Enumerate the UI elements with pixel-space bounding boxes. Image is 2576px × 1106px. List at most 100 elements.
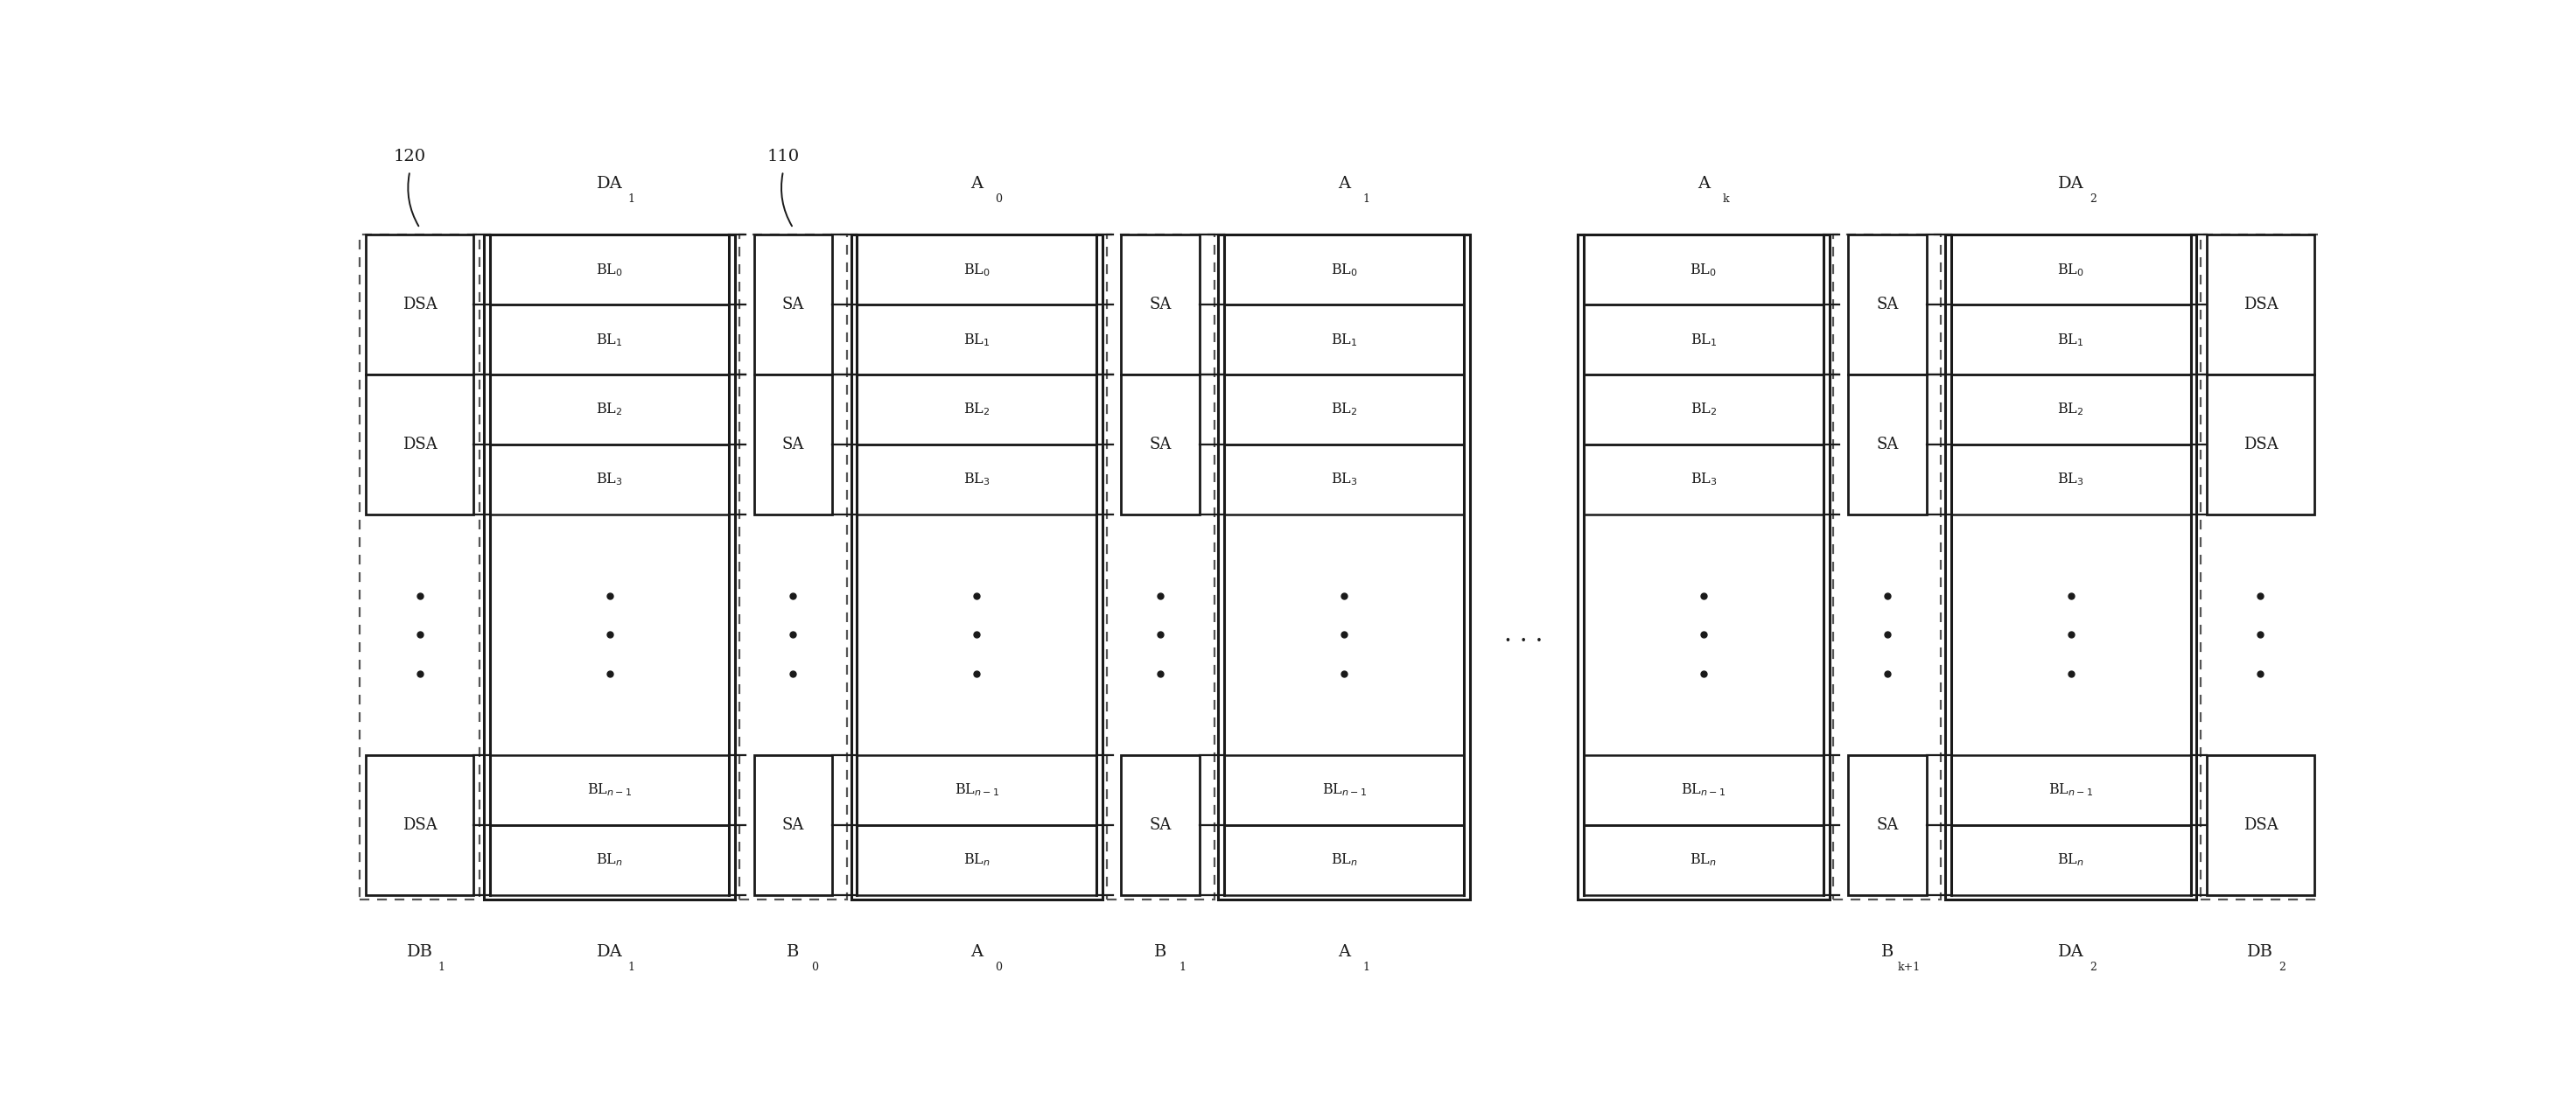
Text: DB: DB — [2246, 945, 2275, 960]
Text: A: A — [971, 176, 984, 191]
Text: BL$_n$: BL$_n$ — [1690, 852, 1718, 868]
Text: 110: 110 — [768, 148, 799, 164]
Text: SA: SA — [783, 817, 804, 833]
Bar — [1847, 755, 1927, 895]
Text: SA: SA — [1875, 437, 1899, 452]
Text: BL$_{n-1}$: BL$_{n-1}$ — [1321, 782, 1368, 799]
Text: B: B — [786, 945, 799, 960]
Text: BL$_1$: BL$_1$ — [2058, 332, 2084, 348]
Bar — [1847, 375, 1927, 514]
Bar — [1577, 234, 1829, 899]
Text: DSA: DSA — [2244, 296, 2277, 313]
Text: BL$_{n-1}$: BL$_{n-1}$ — [2048, 782, 2094, 799]
Bar — [1945, 234, 2197, 899]
Text: 2: 2 — [2089, 961, 2097, 973]
Text: DB: DB — [407, 945, 433, 960]
Text: 1: 1 — [1363, 961, 1370, 973]
Text: DA: DA — [2058, 945, 2084, 960]
Bar — [755, 234, 832, 375]
Text: B: B — [1880, 945, 1893, 960]
Text: BL$_1$: BL$_1$ — [1332, 332, 1358, 348]
Text: BL$_2$: BL$_2$ — [963, 401, 989, 418]
Text: DA: DA — [598, 945, 623, 960]
Bar — [366, 375, 474, 514]
Text: BL$_n$: BL$_n$ — [595, 852, 623, 868]
Text: DA: DA — [2058, 176, 2084, 191]
Text: SA: SA — [1149, 817, 1172, 833]
Bar — [850, 234, 1103, 899]
Text: A: A — [971, 945, 984, 960]
Bar — [1121, 234, 1200, 375]
Text: BL$_3$: BL$_3$ — [963, 471, 989, 488]
Text: BL$_3$: BL$_3$ — [595, 471, 623, 488]
Text: A: A — [1698, 176, 1710, 191]
Text: k+1: k+1 — [1899, 961, 1922, 973]
Text: BL$_3$: BL$_3$ — [1690, 471, 1718, 488]
Bar — [1847, 234, 1927, 375]
Text: BL$_2$: BL$_2$ — [1690, 401, 1716, 418]
Bar — [1108, 234, 1213, 899]
Text: 1: 1 — [438, 961, 446, 973]
Text: BL$_1$: BL$_1$ — [1690, 332, 1716, 348]
Text: DSA: DSA — [402, 817, 438, 833]
Bar — [739, 234, 848, 899]
Text: 2: 2 — [2089, 194, 2097, 205]
Text: SA: SA — [1149, 437, 1172, 452]
Text: BL$_2$: BL$_2$ — [1332, 401, 1358, 418]
Text: 0: 0 — [811, 961, 819, 973]
Text: BL$_0$: BL$_0$ — [963, 262, 989, 278]
Bar — [2208, 375, 2313, 514]
Text: DSA: DSA — [402, 296, 438, 313]
Text: 1: 1 — [1180, 961, 1185, 973]
Text: BL$_3$: BL$_3$ — [2058, 471, 2084, 488]
Text: BL$_n$: BL$_n$ — [1332, 852, 1358, 868]
Bar — [755, 375, 832, 514]
Text: k: k — [1723, 194, 1728, 205]
Text: B: B — [1154, 945, 1167, 960]
Text: SA: SA — [783, 437, 804, 452]
Text: DSA: DSA — [402, 437, 438, 452]
Text: 2: 2 — [2280, 961, 2285, 973]
Text: 1: 1 — [1363, 194, 1370, 205]
Text: BL$_0$: BL$_0$ — [2058, 262, 2084, 278]
Bar — [1121, 375, 1200, 514]
Text: BL$_3$: BL$_3$ — [1332, 471, 1358, 488]
Text: DSA: DSA — [2244, 437, 2277, 452]
Text: DA: DA — [598, 176, 623, 191]
Bar — [1121, 755, 1200, 895]
Text: BL$_0$: BL$_0$ — [1690, 262, 1718, 278]
Text: . . .: . . . — [1504, 623, 1543, 647]
Bar — [361, 234, 479, 899]
Text: 0: 0 — [994, 194, 1002, 205]
Text: BL$_{n-1}$: BL$_{n-1}$ — [587, 782, 631, 799]
Text: BL$_0$: BL$_0$ — [1332, 262, 1358, 278]
Text: 0: 0 — [994, 961, 1002, 973]
Text: 1: 1 — [629, 961, 634, 973]
Bar — [484, 234, 734, 899]
Bar — [366, 234, 474, 375]
Text: 120: 120 — [394, 148, 425, 164]
Bar — [1218, 234, 1471, 899]
Text: BL$_{n-1}$: BL$_{n-1}$ — [953, 782, 999, 799]
Text: SA: SA — [1875, 817, 1899, 833]
Bar — [366, 755, 474, 895]
Text: BL$_2$: BL$_2$ — [2058, 401, 2084, 418]
Bar — [755, 755, 832, 895]
Bar — [1834, 234, 1942, 899]
Text: 1: 1 — [629, 194, 634, 205]
Text: BL$_1$: BL$_1$ — [963, 332, 989, 348]
Text: BL$_2$: BL$_2$ — [595, 401, 623, 418]
Text: BL$_0$: BL$_0$ — [595, 262, 623, 278]
Text: BL$_1$: BL$_1$ — [595, 332, 623, 348]
Text: DSA: DSA — [2244, 817, 2277, 833]
Text: A: A — [1337, 945, 1350, 960]
Bar — [2208, 234, 2313, 375]
Text: BL$_{n-1}$: BL$_{n-1}$ — [1682, 782, 1726, 799]
Text: SA: SA — [1149, 296, 1172, 313]
Text: BL$_n$: BL$_n$ — [963, 852, 989, 868]
Text: BL$_n$: BL$_n$ — [2058, 852, 2084, 868]
Bar — [2208, 755, 2313, 895]
Bar — [2200, 234, 2321, 899]
Text: A: A — [1337, 176, 1350, 191]
Text: SA: SA — [1875, 296, 1899, 313]
